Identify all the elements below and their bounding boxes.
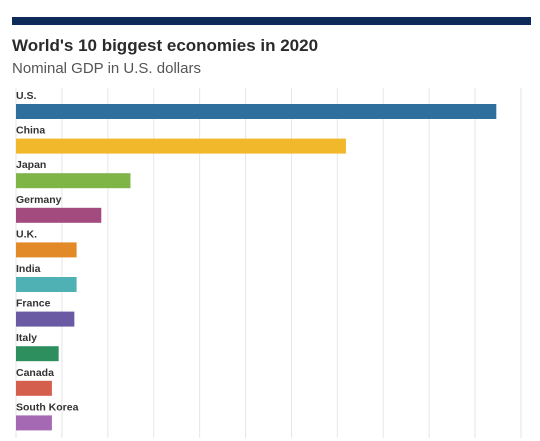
- category-label: China: [16, 125, 45, 137]
- bar: [16, 277, 77, 292]
- category-label: Germany: [16, 194, 62, 206]
- chart-subtitle: Nominal GDP in U.S. dollars: [12, 60, 201, 77]
- bar: [16, 415, 52, 431]
- bar: [16, 242, 77, 258]
- category-label: U.K.: [16, 228, 37, 240]
- category-label: Canada: [16, 367, 54, 379]
- category-label: U.S.: [16, 90, 37, 102]
- bar: [16, 104, 497, 119]
- category-label: Italy: [16, 332, 37, 344]
- bar: [16, 380, 52, 396]
- category-label: South Korea: [16, 401, 79, 413]
- category-label: Japan: [16, 159, 46, 171]
- header-accent-bar: [12, 17, 531, 25]
- chart-title: World's 10 biggest economies in 2020: [12, 36, 319, 55]
- bar: [16, 346, 59, 362]
- category-label: India: [16, 263, 41, 275]
- bar: [16, 207, 102, 223]
- bar: [16, 311, 75, 327]
- category-label: France: [16, 298, 51, 310]
- gridlines: [15, 88, 522, 438]
- bar: [16, 173, 131, 189]
- bar: [16, 138, 346, 154]
